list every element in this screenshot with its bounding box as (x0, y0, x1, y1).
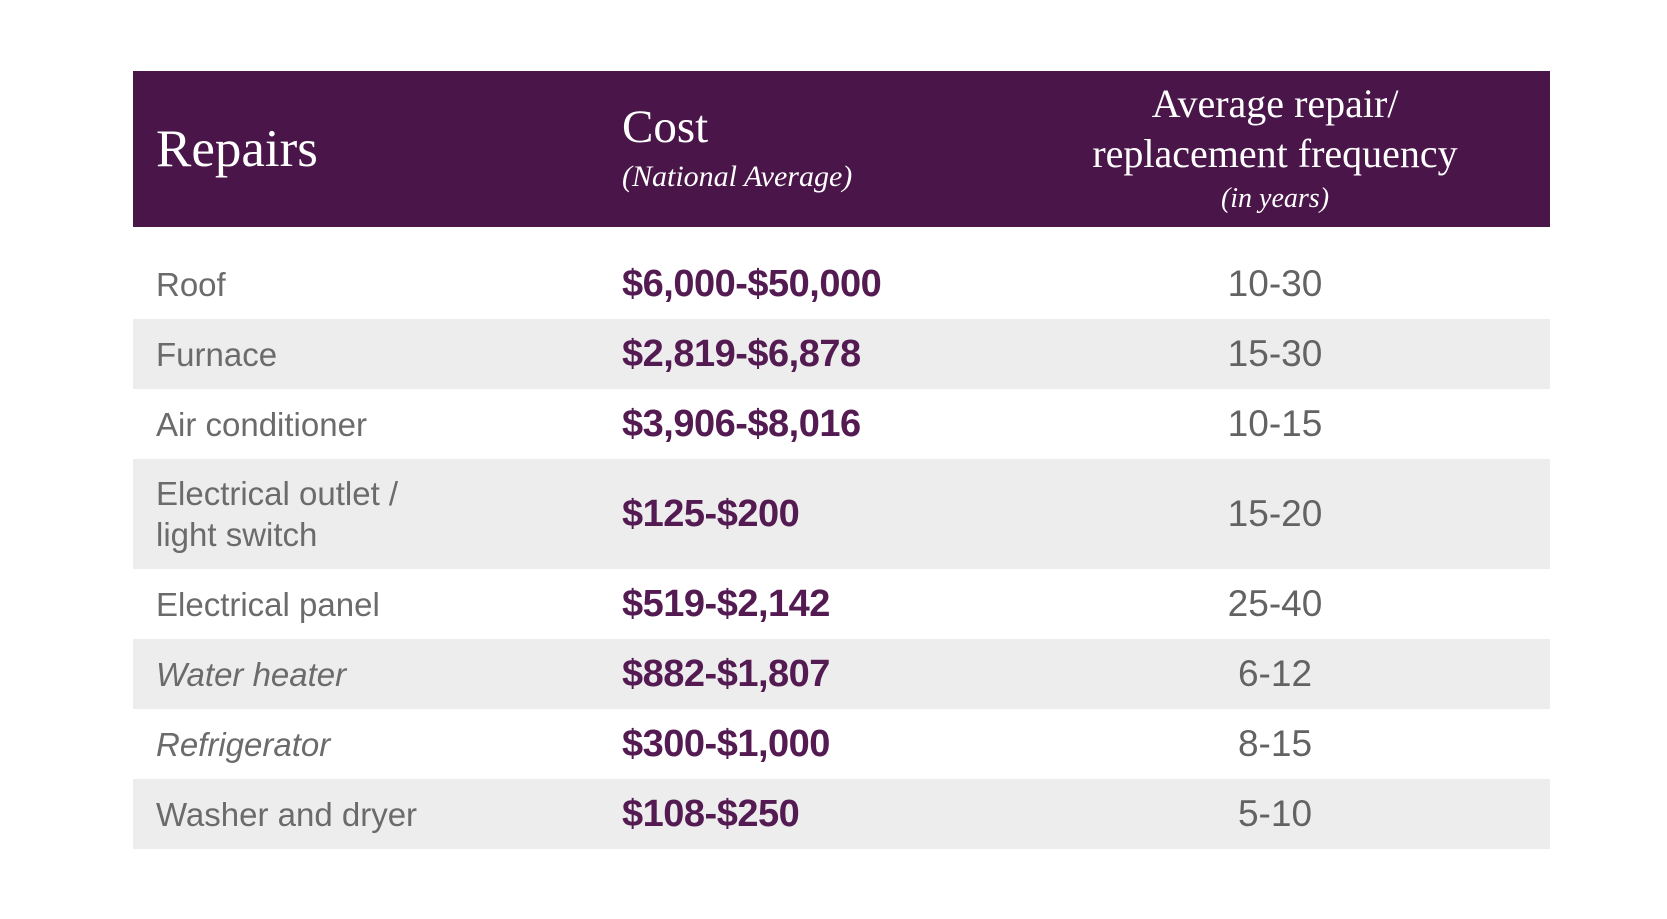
cost-cell: $108-$250 (622, 792, 800, 835)
header-body-spacer (133, 227, 1550, 249)
repair-name-cell: Electrical outlet / light switch (156, 475, 399, 553)
repair-name-cell: Water heater (156, 655, 347, 693)
frequency-cell: 25-40 (1227, 583, 1323, 624)
frequency-cell: 10-15 (1227, 403, 1323, 444)
frequency-cell: 8-15 (1237, 723, 1313, 764)
cost-cell: $6,000-$50,000 (622, 262, 882, 305)
header-frequency-sublabel: (in years) (1220, 183, 1330, 214)
header-cell-repairs: Repairs (133, 71, 600, 227)
table-row: Washer and dryer $108-$250 5-10 (133, 779, 1550, 849)
repair-name-cell: Furnace (156, 335, 278, 373)
cost-cell: $125-$200 (622, 492, 800, 535)
header-repairs-label: Repairs (156, 120, 318, 178)
repair-cost-table: Repairs Cost (National Average) Average … (133, 71, 1550, 849)
repair-name-cell: Electrical panel (156, 585, 380, 623)
cost-cell: $3,906-$8,016 (622, 402, 861, 445)
cost-cell: $882-$1,807 (622, 652, 830, 695)
repair-name-cell: Air conditioner (156, 405, 367, 443)
table-body: Roof $6,000-$50,000 10-30 Furnace $2,819… (133, 249, 1550, 849)
frequency-cell: 15-30 (1227, 333, 1323, 374)
repair-name-cell: Washer and dryer (156, 795, 418, 833)
cost-cell: $519-$2,142 (622, 582, 830, 625)
frequency-cell: 6-12 (1237, 653, 1313, 694)
frequency-cell: 10-30 (1227, 263, 1323, 304)
table-row: Roof $6,000-$50,000 10-30 (133, 249, 1550, 319)
cost-cell: $2,819-$6,878 (622, 332, 861, 375)
frequency-cell: 15-20 (1227, 493, 1323, 534)
header-cell-frequency: Average repair/ replacement frequency (i… (1000, 71, 1550, 227)
frequency-cell: 5-10 (1237, 793, 1313, 834)
table-row: Electrical outlet / light switch $125-$2… (133, 459, 1550, 569)
table-row: Electrical panel $519-$2,142 25-40 (133, 569, 1550, 639)
table-row: Furnace $2,819-$6,878 15-30 (133, 319, 1550, 389)
table-row: Refrigerator $300-$1,000 8-15 (133, 709, 1550, 779)
cost-cell: $300-$1,000 (622, 722, 830, 765)
header-cost-sublabel: (National Average) (622, 160, 853, 193)
header-cell-cost: Cost (National Average) (600, 71, 1000, 227)
table-header: Repairs Cost (National Average) Average … (133, 71, 1550, 227)
header-frequency-line1: Average repair/ (1151, 81, 1399, 126)
header-cost-label: Cost (622, 101, 709, 153)
repair-name-cell: Roof (156, 265, 226, 303)
table-row: Water heater $882-$1,807 6-12 (133, 639, 1550, 709)
header-frequency-line2: replacement frequency (1092, 131, 1458, 176)
repair-name-cell: Refrigerator (156, 725, 331, 763)
table-row: Air conditioner $3,906-$8,016 10-15 (133, 389, 1550, 459)
